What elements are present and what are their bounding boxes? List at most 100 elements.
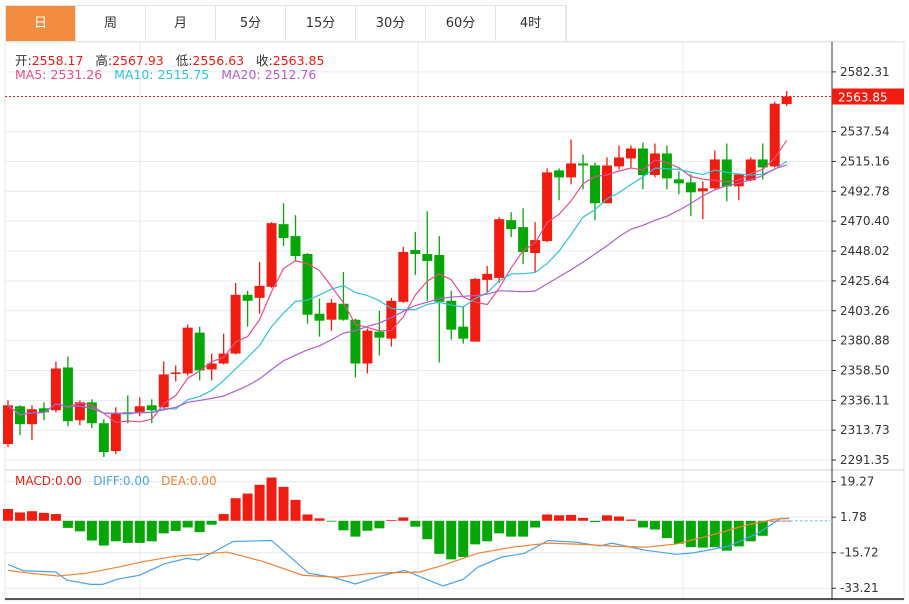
candle — [122, 395, 133, 424]
macd-bar — [242, 493, 253, 521]
macd-bar — [673, 520, 684, 544]
macd-bar — [254, 484, 265, 521]
candle — [769, 101, 780, 168]
ohlc-legend: 开:2558.17 高:2567.93 低:2556.63 收:2563.85 — [15, 50, 324, 69]
tab-month[interactable]: 月 — [146, 6, 216, 42]
candle-body — [110, 413, 121, 452]
candle-body — [446, 300, 457, 330]
candle-body — [386, 300, 397, 339]
macd-bar — [661, 520, 672, 539]
current-price-tag — [832, 88, 904, 105]
candle — [637, 142, 648, 190]
candle-body — [86, 402, 97, 424]
price-axis-label: 2515.16 — [840, 154, 890, 168]
candle — [242, 290, 253, 327]
candle — [206, 353, 217, 381]
ma20-line — [7, 164, 787, 416]
macd-bar — [422, 520, 433, 540]
tab-5min[interactable]: 5分 — [216, 6, 286, 42]
candle-body — [206, 363, 217, 370]
tab-4hour[interactable]: 4时 — [496, 6, 566, 42]
candle-body — [590, 165, 601, 204]
macd-bar — [314, 518, 325, 521]
candle-body — [721, 159, 732, 187]
price-axis-label: 2425.64 — [840, 274, 890, 288]
candle-body — [98, 423, 109, 453]
price-axis-label: 2470.40 — [840, 214, 890, 228]
candle-body — [314, 313, 325, 321]
candle-body — [266, 223, 277, 287]
dea-value: 0.00 — [189, 474, 217, 488]
macd-bar — [218, 514, 229, 521]
candle — [422, 211, 433, 301]
macd-bar — [578, 517, 589, 521]
candle-body — [218, 353, 229, 364]
candle — [697, 181, 708, 220]
candle-body — [518, 227, 529, 253]
candle — [26, 405, 37, 441]
candle-body — [482, 273, 493, 280]
macd-bar — [230, 498, 241, 521]
candle — [290, 215, 301, 261]
candle-body — [458, 326, 469, 339]
macd-bar — [554, 515, 565, 521]
candle — [218, 333, 229, 365]
low-value: 2556.63 — [192, 53, 245, 68]
candle-body — [673, 179, 684, 184]
macd-bar — [50, 514, 61, 521]
macd-bar — [410, 520, 421, 527]
open-label: 开: — [15, 53, 32, 68]
ma10-line — [7, 160, 788, 416]
candle — [613, 145, 624, 170]
candle — [362, 328, 373, 374]
candle-body — [769, 103, 780, 167]
macd-bar — [757, 520, 768, 536]
macd-bar — [566, 514, 577, 521]
candle — [302, 253, 313, 324]
candle-body — [26, 409, 37, 425]
macd-bar — [62, 520, 73, 528]
candle — [86, 399, 97, 429]
candle — [602, 157, 612, 204]
candle-body — [542, 172, 553, 242]
candle — [494, 217, 505, 283]
tab-day[interactable]: 日 — [6, 6, 76, 42]
price-axis-label: 2582.31 — [840, 65, 890, 79]
tab-15min[interactable]: 15分 — [286, 6, 356, 42]
tab-60min[interactable]: 60分 — [426, 6, 496, 42]
candle — [518, 208, 529, 264]
candle — [733, 173, 744, 201]
candle — [266, 222, 277, 288]
macd-value: 0.00 — [55, 474, 82, 488]
macd-bar — [398, 517, 409, 521]
tab-week[interactable]: 周 — [76, 6, 146, 42]
macd-bar — [637, 520, 648, 528]
dea-line — [7, 517, 790, 578]
macd-bar — [446, 520, 457, 560]
price-axis-label: 2537.54 — [840, 125, 890, 139]
candle — [781, 91, 792, 107]
candle-body — [566, 163, 577, 178]
macd-axis-label: 19.27 — [840, 475, 874, 489]
macd-bar — [721, 520, 732, 551]
macd-bar — [3, 509, 13, 521]
macd-bar — [613, 516, 624, 521]
candle — [554, 168, 565, 201]
candle-body — [254, 285, 265, 298]
tab-30min[interactable]: 30分 — [356, 6, 426, 42]
candle-body — [757, 159, 768, 168]
macd-bar — [518, 520, 529, 537]
candle-body — [302, 254, 313, 315]
candle-body — [170, 372, 181, 374]
candle-body — [494, 219, 505, 278]
candle — [3, 400, 13, 448]
candle-body — [434, 254, 445, 302]
macd-label: MACD: — [15, 474, 56, 488]
candle — [470, 277, 481, 342]
macd-bar — [206, 520, 217, 525]
candle-body — [709, 159, 720, 189]
candle-body — [326, 302, 337, 320]
macd-bar — [134, 520, 145, 543]
candle-body — [62, 367, 73, 422]
